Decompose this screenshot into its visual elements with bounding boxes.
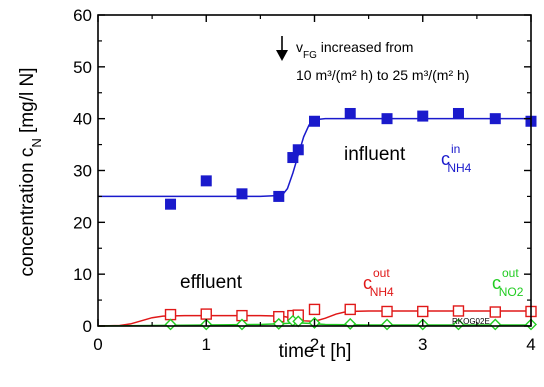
x-tick-label: 0 [93, 335, 102, 354]
plot-marks [97, 107, 537, 331]
vfg-annotation-line1: vFG increased from [296, 39, 413, 61]
data-point-series-0 [165, 198, 177, 210]
x-axis-label: time t [h] [279, 341, 352, 362]
y-tick-label: 30 [73, 162, 92, 181]
influent-label: influent [344, 144, 406, 165]
data-point-series-1 [308, 303, 321, 316]
y-axis-label: concentration cN [mg/l N] [17, 68, 44, 277]
figure-code: RKOG02E [452, 317, 490, 326]
fit-line-series-2 [97, 322, 531, 327]
series-label-nh4-out: cout NH4 [363, 266, 394, 299]
x-tick-label: 4 [526, 335, 535, 354]
series-label-nh4-in: cin NH4 [441, 142, 472, 175]
data-point-series-0 [452, 107, 464, 119]
y-axis-label-sub: N [29, 138, 44, 147]
data-point-series-0 [287, 152, 299, 164]
data-point-series-1 [200, 308, 212, 320]
data-point-series-1 [417, 305, 429, 318]
fit-line-series-0 [98, 117, 531, 198]
data-point-series-0 [417, 110, 429, 122]
data-point-series-1 [489, 306, 501, 318]
data-point-series-1 [344, 303, 356, 316]
data-point-series-0 [344, 107, 356, 119]
data-point-series-0 [489, 113, 501, 125]
data-point-series-1 [164, 308, 177, 321]
data-point-series-2 [344, 317, 357, 330]
data-point-series-2 [489, 318, 502, 331]
x-tick-label: 1 [202, 335, 211, 354]
y-tick-label: 50 [73, 58, 92, 77]
data-point-series-0 [381, 113, 393, 125]
data-point-series-0 [273, 190, 285, 202]
data-point-series-1 [452, 305, 465, 317]
data-point-series-0 [309, 115, 320, 127]
data-point-series-2 [164, 318, 177, 331]
data-point-series-1 [381, 305, 393, 318]
data-point-series-0 [236, 188, 248, 200]
y-axis-label-unit: [mg/l N] [17, 68, 38, 139]
y-axis-label-main: concentration c [17, 148, 38, 277]
y-tick-label: 40 [73, 110, 92, 129]
data-point-series-2 [452, 318, 465, 331]
y-tick-label: 10 [73, 265, 92, 284]
data-point-series-2 [381, 318, 394, 331]
effluent-label: effluent [180, 272, 243, 293]
vfg-annotation-line2: 10 m³/(m² h) to 25 m³/(m² h) [296, 67, 469, 83]
y-tick-label: 20 [73, 213, 92, 232]
flow-change-arrow [276, 36, 288, 61]
x-tick-label: 3 [418, 335, 427, 354]
data-point-series-0 [200, 175, 212, 187]
data-point-series-2 [235, 318, 248, 331]
series-label-no2-out: cout NO2 [492, 266, 524, 299]
y-tick-label: 60 [73, 6, 92, 25]
data-point-series-0 [292, 144, 304, 156]
x-tick-label: 2 [310, 335, 319, 354]
y-tick-label: 0 [83, 317, 92, 336]
